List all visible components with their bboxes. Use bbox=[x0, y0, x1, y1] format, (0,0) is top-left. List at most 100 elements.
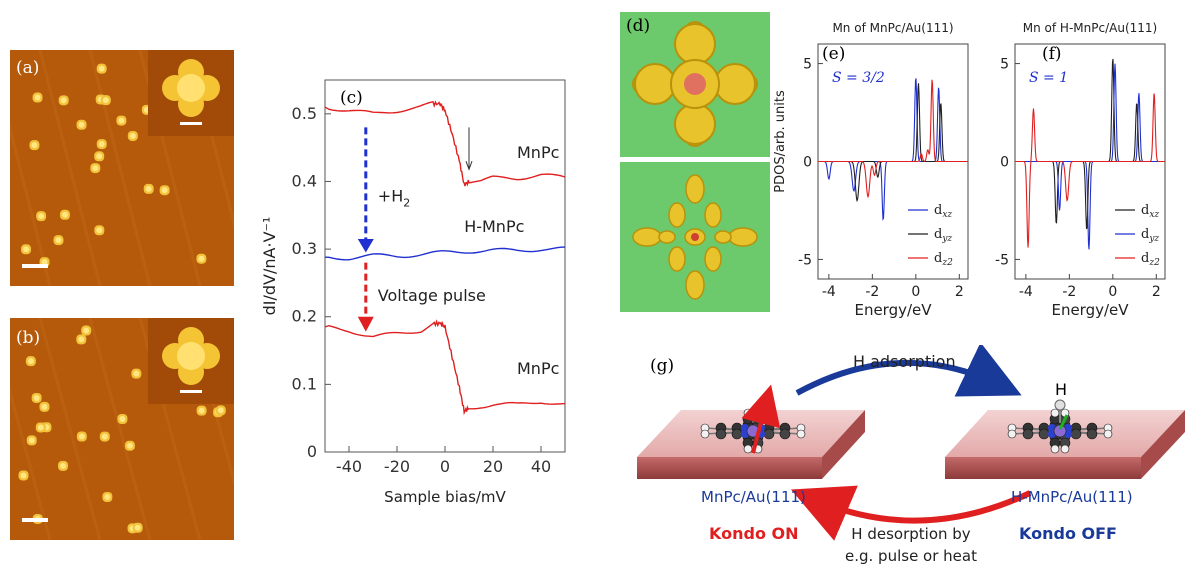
dft-image-top: (d) bbox=[620, 12, 770, 157]
reduced-spin-arrow-icon bbox=[1058, 414, 1069, 430]
x-tick-label: -20 bbox=[384, 457, 410, 476]
annotation-mnpc-top: MnPc bbox=[517, 143, 559, 162]
molecule-spot bbox=[196, 405, 207, 416]
x-tick-label: 0 bbox=[911, 284, 920, 300]
molecule-spot bbox=[58, 95, 69, 106]
y-tick-label: 0.2 bbox=[292, 307, 317, 326]
molecule-spot bbox=[127, 130, 138, 141]
panel-label-a: (a) bbox=[16, 58, 40, 78]
plot-frame bbox=[324, 79, 566, 453]
chart-pdos-hmnpc: Mn of H-MnPc/Au(111) -4 -2 0 2 -5 0 5 Energy/eV S… bbox=[995, 21, 1166, 319]
h-desorption-label-1: H desorption by bbox=[851, 525, 971, 543]
inset-scale-bar bbox=[180, 390, 202, 393]
pdos-line-d-z2 bbox=[1015, 93, 1165, 248]
y-tick-label: -5 bbox=[995, 252, 1009, 268]
molecule-spot bbox=[76, 334, 87, 345]
molecule-spot bbox=[100, 95, 111, 106]
spin-label: S = 3/2 bbox=[832, 70, 885, 86]
chart-title: Mn of H-MnPc/Au(111) bbox=[1023, 21, 1157, 35]
molecule-spot bbox=[76, 431, 87, 442]
annotation-mnpc-bottom: MnPc bbox=[517, 359, 559, 378]
panel-label-d: (d) bbox=[626, 16, 651, 36]
adsorption-arrow-icon bbox=[795, 345, 1022, 397]
y-tick-label: 5 bbox=[803, 57, 812, 73]
panel-label-b: (b) bbox=[16, 328, 41, 348]
mnpc-molecule-right bbox=[1007, 408, 1113, 454]
kondo-on-label: Kondo ON bbox=[709, 524, 799, 543]
molecule-spot bbox=[29, 140, 40, 151]
molecule-spot bbox=[117, 413, 128, 424]
molecule-spot bbox=[76, 119, 87, 130]
chart-title: Mn of MnPc/Au(111) bbox=[832, 21, 953, 35]
y-tick-label: 0 bbox=[1000, 155, 1009, 171]
panel-label-c: (c) bbox=[340, 88, 363, 108]
x-tick-label: -4 bbox=[822, 284, 836, 300]
spin-label: S = 1 bbox=[1029, 70, 1068, 86]
panel-label-e: (e) bbox=[822, 44, 846, 64]
h-desorption-label-2: e.g. pulse or heat bbox=[845, 547, 977, 565]
series-line-2 bbox=[324, 246, 566, 261]
x-tick-label: 0 bbox=[1108, 284, 1117, 300]
scale-bar bbox=[22, 518, 48, 522]
right-substrate-label: H-MnPc/Au(111) bbox=[1011, 488, 1133, 506]
molecule-spot bbox=[58, 460, 69, 471]
x-axis-label: Sample bias/mV bbox=[384, 488, 506, 506]
y-tick-label: 0.4 bbox=[292, 171, 317, 190]
mn-atom-icon bbox=[684, 73, 706, 95]
x-tick-label: -2 bbox=[1062, 284, 1076, 300]
molecule-spot bbox=[196, 253, 207, 264]
panel-label-g: (g) bbox=[650, 356, 675, 376]
molecule-spot bbox=[26, 435, 37, 446]
y-tick-label: 0.3 bbox=[292, 239, 317, 258]
dft-image-bottom bbox=[620, 162, 770, 312]
x-tick-label: 40 bbox=[531, 457, 551, 476]
y-tick-label: 0.5 bbox=[292, 104, 317, 123]
spin-arrow-icon bbox=[741, 384, 781, 454]
pdos-line-d-z2 bbox=[818, 79, 968, 199]
schematic-kondo-switch: H H adsorption MnPc/Au(111) H-MnPc/Au(11… bbox=[637, 345, 1185, 565]
x-axis-label: Energy/eV bbox=[1051, 301, 1129, 319]
x-tick-label: 0 bbox=[440, 457, 450, 476]
stm-molecules-b bbox=[10, 318, 234, 540]
x-tick-label: 20 bbox=[483, 457, 503, 476]
stm-inset bbox=[148, 50, 234, 136]
molecule-spot bbox=[215, 405, 226, 416]
molecule-spot bbox=[159, 185, 170, 196]
kondo-off-label: Kondo OFF bbox=[1019, 524, 1117, 543]
x-tick-label: -4 bbox=[1019, 284, 1033, 300]
molecule-spot bbox=[116, 115, 127, 126]
molecule-spot bbox=[143, 183, 154, 194]
desorption-arrow-icon bbox=[790, 485, 1032, 541]
y-tick-label: 0.1 bbox=[292, 374, 317, 393]
molecule-spot bbox=[96, 139, 107, 150]
y-tick-label: -5 bbox=[798, 252, 812, 268]
molecule-spot bbox=[18, 470, 29, 481]
molecule-spot bbox=[94, 225, 105, 236]
h-adsorption-label: H adsorption bbox=[853, 352, 956, 371]
series-line-1 bbox=[324, 100, 566, 187]
y-tick-label: 5 bbox=[1000, 57, 1009, 73]
scale-bar bbox=[22, 264, 48, 268]
panel-label-f: (f) bbox=[1042, 44, 1062, 64]
stm-molecules-a bbox=[10, 50, 234, 286]
molecule-spot bbox=[25, 356, 36, 367]
molecule-spot bbox=[124, 440, 135, 451]
molecule-spot bbox=[59, 209, 70, 220]
molecule-spot bbox=[36, 211, 47, 222]
molecule-spot bbox=[53, 235, 64, 246]
molecule-spot bbox=[32, 92, 43, 103]
h-atom-icon bbox=[1054, 399, 1066, 411]
x-axis-label: Energy/eV bbox=[854, 301, 932, 319]
stm-image-a: (a) bbox=[10, 50, 234, 286]
molecule-spot bbox=[99, 431, 110, 442]
y-tick-label: 0 bbox=[307, 442, 317, 461]
left-substrate-label: MnPc/Au(111) bbox=[701, 488, 806, 506]
y-tick-label: 0 bbox=[803, 155, 812, 171]
molecule-spot bbox=[132, 522, 143, 533]
y-axis-label: dI/dV/nA·V⁻¹ bbox=[260, 217, 279, 316]
molecule-spot bbox=[90, 163, 101, 174]
molecule-spot bbox=[81, 325, 92, 336]
chart-pdos-mnpc: Mn of MnPc/Au(111) -4 -2 0 2 -5 0 5 Energy/eV PDO… bbox=[773, 21, 969, 319]
x-tick-label: -40 bbox=[336, 457, 362, 476]
molecule-orbital-bottom bbox=[632, 174, 758, 300]
